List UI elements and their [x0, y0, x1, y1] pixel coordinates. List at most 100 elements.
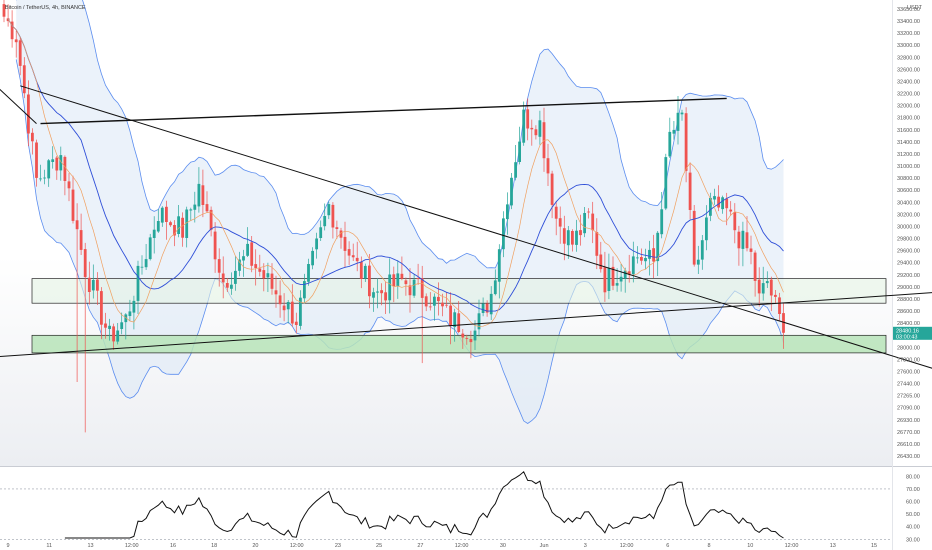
candle	[282, 293, 286, 322]
time-tick-label: 13	[87, 543, 93, 549]
basis-line	[7, 18, 784, 312]
candle-body	[392, 274, 396, 287]
candle	[27, 80, 30, 147]
candle-body	[286, 302, 290, 310]
candle-body	[741, 230, 745, 249]
candle	[112, 323, 115, 350]
candle	[477, 299, 481, 337]
candlestick-series	[2, 0, 785, 433]
candle-body	[169, 222, 172, 226]
candle	[347, 241, 351, 266]
candle-body	[144, 259, 148, 268]
candle-body	[388, 274, 392, 301]
candle	[262, 263, 266, 292]
time-tick-label: 12:00	[620, 543, 634, 549]
candle-body	[566, 230, 570, 246]
candle	[481, 297, 485, 317]
candle-body	[664, 157, 668, 209]
candle-body	[319, 227, 323, 238]
candle	[518, 126, 521, 165]
candle-body	[510, 177, 513, 206]
candle	[177, 205, 180, 238]
candle-body	[782, 313, 785, 333]
candle-body	[680, 112, 684, 115]
candle	[290, 284, 294, 327]
candle	[335, 220, 339, 239]
candle-body	[416, 278, 420, 280]
candle-body	[676, 112, 680, 131]
candle-body	[489, 293, 493, 315]
time-tick-label: 10	[747, 543, 753, 549]
candle	[437, 282, 440, 316]
candle	[489, 286, 493, 320]
candle	[469, 330, 473, 359]
candle	[388, 258, 392, 314]
candle	[428, 292, 432, 311]
candle	[522, 101, 526, 146]
candle	[225, 278, 229, 292]
candle	[640, 248, 643, 265]
candle	[652, 234, 655, 278]
bollinger-upper-line	[15, 0, 784, 269]
candle-body	[599, 254, 603, 270]
candle	[319, 220, 323, 241]
candle	[534, 125, 538, 140]
candle	[558, 206, 562, 244]
candle-body	[705, 217, 708, 241]
candle	[148, 233, 152, 261]
rsi-series-line	[64, 471, 784, 539]
candle	[193, 191, 197, 223]
candle-body	[546, 158, 550, 174]
price-tick-label: 33650.00	[897, 7, 920, 13]
candle-body	[75, 220, 79, 230]
candle	[234, 256, 237, 291]
bollinger-band-fill	[16, 0, 784, 424]
candle-body	[428, 306, 432, 308]
time-tick-label: Jun	[540, 543, 549, 549]
candle	[749, 235, 753, 265]
candle-body	[347, 249, 351, 256]
candle-body	[246, 243, 249, 256]
candle-body	[10, 21, 14, 40]
price-tick-label: 33400.00	[897, 19, 920, 25]
candle	[331, 202, 335, 239]
candle-body	[627, 271, 631, 275]
candle-body	[91, 280, 95, 291]
candle-body	[234, 270, 237, 284]
candle-body	[550, 173, 554, 205]
price-tick-label: 29200.00	[897, 273, 920, 279]
candle-body	[120, 322, 124, 329]
candle-body	[725, 198, 729, 209]
candle-body	[63, 156, 67, 181]
candle	[116, 323, 120, 345]
rsi-tick-label: 40.00	[906, 525, 920, 531]
candle-body	[136, 265, 140, 301]
candle	[250, 236, 254, 273]
candle	[668, 117, 672, 158]
candle	[550, 170, 554, 219]
rsi-axis: 80.00 70.00 60.00 50.00 40.00 30.00	[906, 474, 920, 543]
candle-body	[534, 129, 538, 136]
candle-body	[238, 259, 241, 271]
candle	[2, 0, 6, 23]
time-tick-label: 16	[170, 543, 176, 549]
candle-body	[343, 236, 347, 251]
candle-body	[485, 303, 489, 313]
candle-body	[189, 209, 193, 211]
candle	[757, 267, 761, 307]
candle	[299, 290, 302, 330]
candle	[599, 241, 603, 273]
candle-body	[96, 279, 99, 291]
candle	[575, 219, 578, 252]
candle-body	[640, 257, 643, 261]
candle-body	[274, 290, 278, 295]
price-axis: 33650.00 33400.00 33200.00 33000.00 32800.00…	[897, 7, 920, 460]
candle-body	[497, 249, 501, 282]
candle-body	[112, 326, 115, 342]
candle-body	[441, 302, 444, 307]
time-tick-label: 20	[252, 543, 258, 549]
candle-body	[35, 142, 38, 178]
candle-body	[514, 162, 517, 178]
candle-body	[481, 303, 485, 313]
candle-body	[87, 277, 91, 292]
